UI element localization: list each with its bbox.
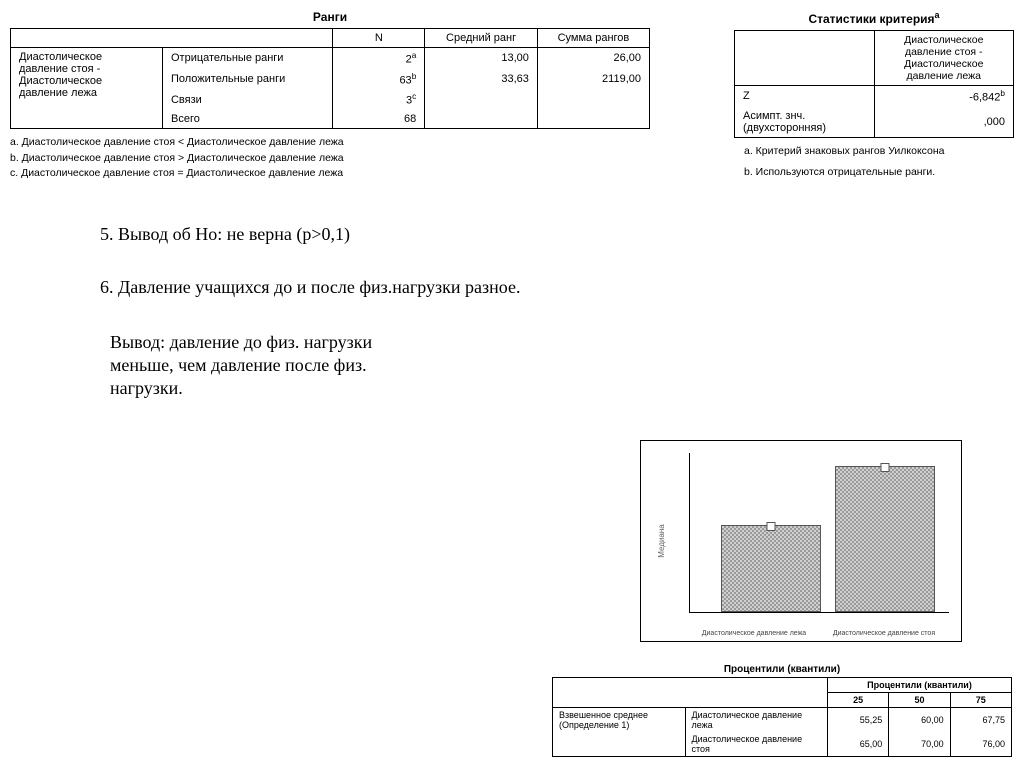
- pct-row1-75: 76,00: [950, 732, 1011, 757]
- ranks-footnotes: a. Диастолическое давление стоя < Диасто…: [10, 135, 650, 182]
- stat-row0-label: Z: [735, 86, 875, 107]
- ranks-table: N Средний ранг Сумма рангов Диастолическ…: [10, 28, 650, 129]
- stats-footnotes: a. Критерий знаковых рангов Уилкоксона b…: [734, 144, 1014, 182]
- stats-title: Статистики критерияa: [734, 10, 1014, 26]
- stats-header: Диастолическое давление стоя - Диастолич…: [874, 31, 1014, 86]
- ranks-title: Ранги: [10, 10, 650, 24]
- row1-n: 63: [399, 74, 411, 86]
- row1-mean: 33,63: [425, 69, 538, 90]
- row3-label: Всего: [162, 110, 332, 129]
- footnote-a: a. Диастолическое давление стоя < Диасто…: [10, 135, 650, 151]
- conclusion-6: 6. Давление учащихся до и после физ.нагр…: [100, 275, 1014, 300]
- pct-row1-label: Диастолическое давление стоя: [685, 732, 828, 757]
- median-bar-chart: Медиана Диастолическое давление лежа Диа…: [640, 440, 962, 642]
- stats-footnote-a: a. Критерий знаковых рангов Уилкоксона: [744, 144, 1014, 160]
- conclusion-5: 5. Вывод об Но: не верна (p>0,1): [100, 222, 1014, 247]
- pct-row0-25: 55,25: [828, 708, 889, 733]
- pct-title: Процентили (квантили): [552, 664, 1012, 675]
- chart-x-labels: Диастолическое давление лежа Диастоличес…: [689, 630, 949, 637]
- conclusions: 5. Вывод об Но: не верна (p>0,1) 6. Давл…: [100, 222, 1014, 300]
- stat-row0-value: -6,842: [969, 92, 1000, 104]
- pct-row0-75: 67,75: [950, 708, 1011, 733]
- row3-n: 68: [404, 113, 416, 125]
- percentiles-block: Процентили (квантили) Процентили (кванти…: [552, 664, 1012, 757]
- stats-block: Статистики критерияa Диастолическое давл…: [734, 10, 1014, 181]
- top-section: Ранги N Средний ранг Сумма рангов Диасто…: [10, 10, 1014, 182]
- bar-1: [835, 466, 935, 612]
- pct-rowgroup: Взвешенное среднее (Определение 1): [553, 708, 686, 757]
- pct-row1-50: 70,00: [889, 732, 950, 757]
- percentiles-table: Процентили (квантили) 25 50 75 Взвешенно…: [552, 677, 1012, 757]
- pct-group-header: Процентили (квантили): [828, 678, 1012, 693]
- row3-sum: [537, 110, 649, 129]
- chart-y-label: Медиана: [657, 524, 666, 557]
- col-mean: Средний ранг: [425, 29, 538, 48]
- pct-col-50: 50: [889, 693, 950, 708]
- conclusion-text: Вывод: давление до физ. нагрузки меньше,…: [110, 331, 440, 401]
- row2-label: Связи: [162, 89, 332, 110]
- bar-1-label: Диастолическое давление стоя: [819, 630, 949, 637]
- pct-col-75: 75: [950, 693, 1011, 708]
- footnote-c: c. Диастолическое давление стоя = Диасто…: [10, 166, 650, 182]
- chart-plot-area: [689, 453, 949, 613]
- col-sum: Сумма рангов: [537, 29, 649, 48]
- footnote-b: b. Диастолическое давление стоя > Диасто…: [10, 151, 650, 167]
- row0-label: Отрицательные ранги: [162, 48, 332, 69]
- row2-sum: [537, 89, 649, 110]
- stat-row1-label: Асимпт. знч. (двухсторонняя): [735, 107, 875, 138]
- pct-col-25: 25: [828, 693, 889, 708]
- ranks-block: Ранги N Средний ранг Сумма рангов Диасто…: [10, 10, 650, 182]
- row0-sum: 26,00: [537, 48, 649, 69]
- row3-mean: [425, 110, 538, 129]
- pct-row0-50: 60,00: [889, 708, 950, 733]
- rowgroup-label-bot: Диастолическое давление лежа: [19, 75, 102, 99]
- stats-footnote-b: b. Используются отрицательные ранги.: [744, 165, 1014, 181]
- row0-mean: 13,00: [425, 48, 538, 69]
- rowgroup-label-top: Диастолическое давление стоя -: [19, 51, 102, 75]
- row2-mean: [425, 89, 538, 110]
- bar-0-label: Диастолическое давление лежа: [689, 630, 819, 637]
- pct-row1-25: 65,00: [828, 732, 889, 757]
- row1-label: Положительные ранги: [162, 69, 332, 90]
- bar-0: [721, 525, 821, 612]
- row1-sum: 2119,00: [537, 69, 649, 90]
- col-n: N: [333, 29, 425, 48]
- stats-table: Диастолическое давление стоя - Диастолич…: [734, 30, 1014, 138]
- pct-row0-label: Диастолическое давление лежа: [685, 708, 828, 733]
- stat-row1-value: ,000: [874, 107, 1014, 138]
